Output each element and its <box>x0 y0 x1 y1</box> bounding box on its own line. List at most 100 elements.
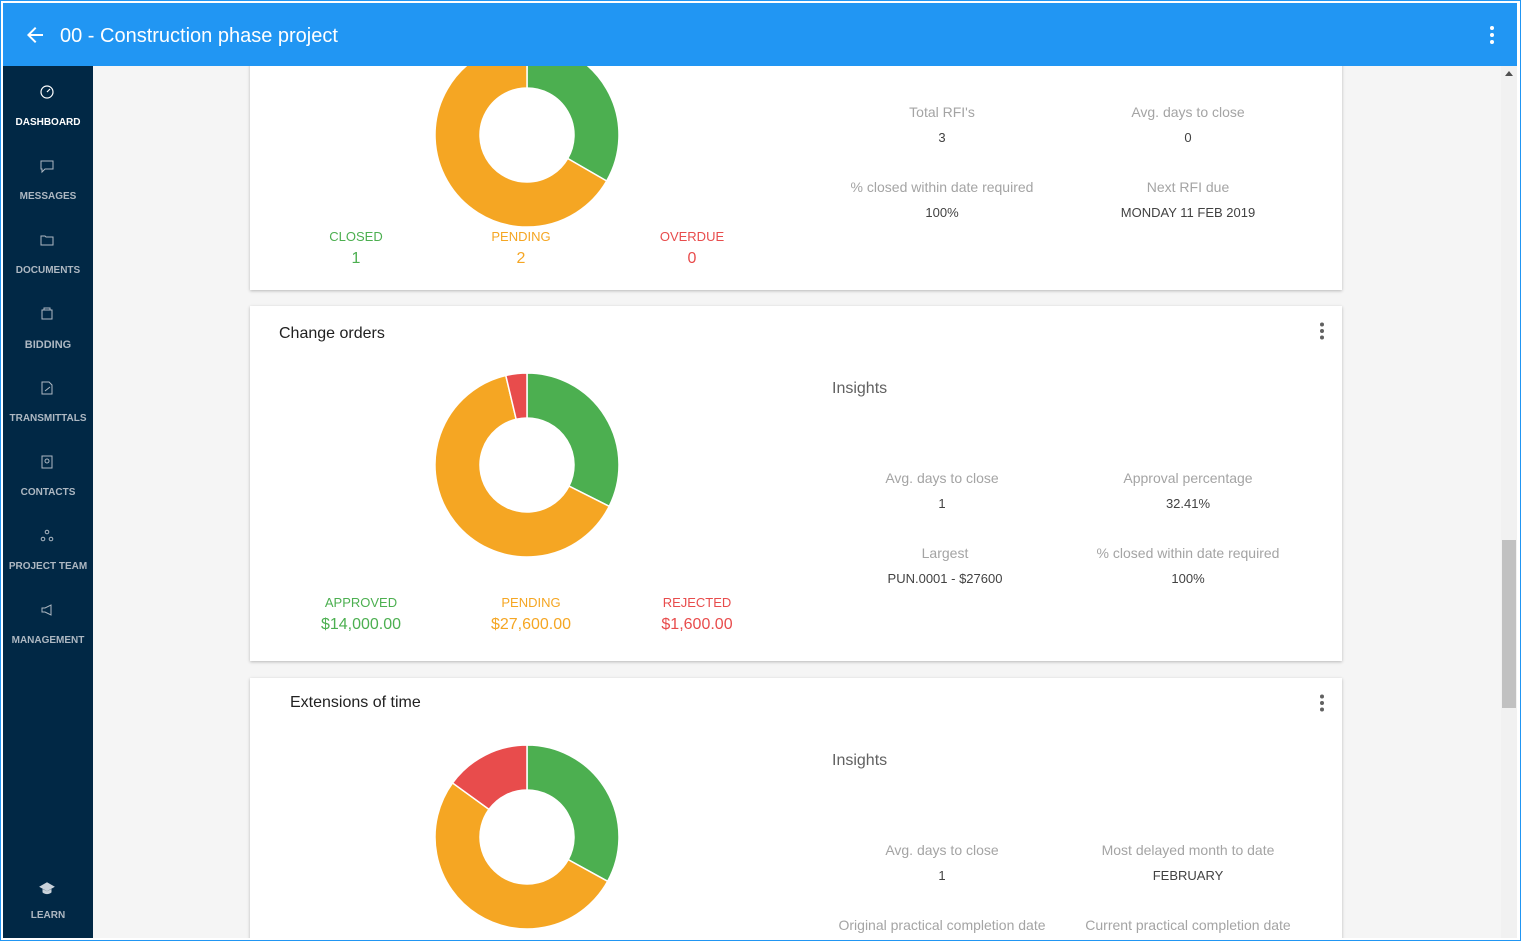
donut-slice-orange[interactable] <box>434 781 609 930</box>
sidebar-item-label: BIDDING <box>24 339 72 351</box>
insight-label: Original practical completion date <box>838 917 1046 933</box>
insight-avg-days: Avg. days to close 1 <box>822 470 1062 511</box>
donut-slice-pending[interactable] <box>434 66 608 228</box>
sidebar-item-label: DOCUMENTS <box>15 265 81 276</box>
insight-label: Largest <box>921 545 969 561</box>
insight-current-completion: Current practical completion date <box>1068 917 1308 933</box>
stat-label: PENDING <box>501 595 561 610</box>
insight-value: PUN.0001 - $27600 <box>887 571 1003 586</box>
change-orders-card: Change orders APPROVED $14,000.00 PENDIN… <box>250 306 1342 661</box>
insight-value: 0 <box>1184 130 1192 145</box>
scrollbar[interactable] <box>1501 66 1517 938</box>
insight-next-rfi-due: Next RFI due MONDAY 11 FEB 2019 <box>1068 179 1308 220</box>
insight-label: Most delayed month to date <box>1101 842 1275 858</box>
donut-slice-pending[interactable] <box>434 374 611 558</box>
insight-original-completion: Original practical completion date <box>822 917 1062 933</box>
sidebar-item-label: DASHBOARD <box>15 117 81 128</box>
dashboard-icon <box>40 85 54 99</box>
sidebar-item-messages[interactable]: MESSAGES <box>3 158 93 218</box>
more-vert-icon[interactable] <box>1318 694 1326 712</box>
rfi-card: CLOSED 1 PENDING 2 OVERDUE 0 Total RFI's… <box>250 66 1342 290</box>
insight-total-rfis: Total RFI's 3 <box>822 104 1062 145</box>
graduation-cap-icon <box>39 882 55 895</box>
insight-closed-within-date: % closed within date required 100% <box>822 179 1062 220</box>
stat-pending: PENDING $27,600.00 <box>451 595 611 634</box>
insight-value: FEBRUARY <box>1152 868 1224 883</box>
stat-label: PENDING <box>491 229 551 244</box>
insight-value: 100% <box>1171 571 1205 586</box>
insight-approval-percentage: Approval percentage 32.41% <box>1068 470 1308 511</box>
transmittal-icon <box>41 381 53 395</box>
insight-avg-days: Avg. days to close 1 <box>822 842 1062 883</box>
donut-slice-approved[interactable] <box>526 372 620 508</box>
stat-label: OVERDUE <box>659 229 725 244</box>
sidebar-item-management[interactable]: MANAGEMENT <box>3 602 93 662</box>
insights-heading: Insights <box>832 380 888 397</box>
sidebar-item-label: MESSAGES <box>19 191 77 202</box>
sidebar-item-project-team[interactable]: PROJECT TEAM <box>3 528 93 588</box>
sidebar: DASHBOARD MESSAGES DOCUMENTS BIDDING TRA… <box>3 66 93 938</box>
insight-value: 32.41% <box>1165 496 1211 511</box>
sidebar-item-bidding[interactable]: BIDDING <box>3 306 93 366</box>
sidebar-item-label: PROJECT TEAM <box>8 561 88 572</box>
stat-closed: CLOSED 1 <box>276 229 436 268</box>
rfi-donut-chart <box>434 66 620 228</box>
sidebar-item-documents[interactable]: DOCUMENTS <box>3 232 93 292</box>
sidebar-item-transmittals[interactable]: TRANSMITTALS <box>3 380 93 440</box>
megaphone-icon <box>41 604 52 616</box>
insight-avg-days: Avg. days to close 0 <box>1068 104 1308 145</box>
contacts-icon <box>41 455 53 469</box>
more-vert-icon[interactable] <box>1487 25 1497 45</box>
sidebar-item-learn[interactable]: LEARN <box>3 880 93 940</box>
donut-slice-green[interactable] <box>526 744 620 883</box>
insight-label: Total RFI's <box>909 104 975 120</box>
team-icon <box>40 529 54 542</box>
insight-label: Avg. days to close <box>885 842 999 858</box>
page-title: 00 - Construction phase project <box>60 25 338 47</box>
insight-closed-within-date: % closed within date required 100% <box>1068 545 1308 586</box>
stat-label: APPROVED <box>324 595 398 610</box>
insight-label: Avg. days to close <box>885 470 999 486</box>
donut-slice-rejected[interactable] <box>504 372 528 421</box>
scrollbar-thumb[interactable] <box>1502 540 1516 708</box>
stat-value: $1,600.00 <box>661 616 733 633</box>
insight-label: Approval percentage <box>1123 470 1253 486</box>
sidebar-item-label: CONTACTS <box>20 487 76 498</box>
bidding-icon <box>41 307 53 320</box>
insight-most-delayed-month: Most delayed month to date FEBRUARY <box>1068 842 1308 883</box>
app-header: 00 - Construction phase project <box>3 3 1517 66</box>
stat-value: $14,000.00 <box>320 616 402 633</box>
donut-slice-closed[interactable] <box>526 66 620 183</box>
card-title: Change orders <box>279 325 385 342</box>
sidebar-item-dashboard[interactable]: DASHBOARD <box>3 84 93 144</box>
eot-donut-chart <box>434 744 620 930</box>
folder-icon <box>40 235 54 246</box>
stat-label: CLOSED <box>329 229 383 244</box>
change-orders-donut-chart <box>434 372 620 558</box>
insight-label: Avg. days to close <box>1131 104 1245 120</box>
donut-slice-red[interactable] <box>451 744 528 811</box>
insight-value: 1 <box>938 496 946 511</box>
dashboard-content: CLOSED 1 PENDING 2 OVERDUE 0 Total RFI's… <box>93 66 1501 938</box>
insight-largest: Largest PUN.0001 - $27600 <box>825 545 1065 586</box>
insight-label: % closed within date required <box>1096 545 1280 561</box>
stat-value: 2 <box>516 250 526 267</box>
stat-approved: APPROVED $14,000.00 <box>281 595 441 634</box>
sidebar-item-contacts[interactable]: CONTACTS <box>3 454 93 514</box>
scroll-up-arrow-icon[interactable] <box>1505 71 1513 76</box>
sidebar-item-label: TRANSMITTALS <box>9 413 87 424</box>
back-arrow-icon[interactable] <box>23 23 47 47</box>
sidebar-item-label: LEARN <box>30 910 66 921</box>
insight-label: % closed within date required <box>850 179 1034 195</box>
stat-value: $27,600.00 <box>490 616 572 633</box>
stat-overdue: OVERDUE 0 <box>612 229 772 268</box>
insight-value: MONDAY 11 FEB 2019 <box>1120 205 1256 220</box>
insight-value: 100% <box>925 205 959 220</box>
stat-pending: PENDING 2 <box>441 229 601 268</box>
more-vert-icon[interactable] <box>1318 322 1326 340</box>
message-icon <box>40 160 54 174</box>
stat-label: REJECTED <box>662 595 732 610</box>
stat-value: 0 <box>687 250 697 267</box>
sidebar-item-label: MANAGEMENT <box>11 635 85 646</box>
insights-heading: Insights <box>832 752 888 769</box>
